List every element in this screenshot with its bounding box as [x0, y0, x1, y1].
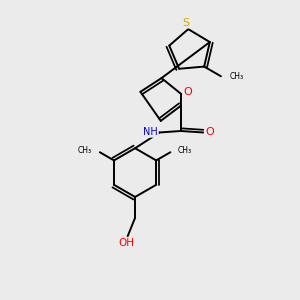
- Text: CH₃: CH₃: [178, 146, 192, 155]
- Text: CH₃: CH₃: [229, 72, 243, 81]
- Text: OH: OH: [118, 238, 134, 248]
- Text: NH: NH: [143, 127, 158, 137]
- Text: O: O: [183, 87, 192, 98]
- Text: S: S: [182, 18, 189, 28]
- Text: CH₃: CH₃: [78, 146, 92, 155]
- Text: O: O: [205, 128, 214, 137]
